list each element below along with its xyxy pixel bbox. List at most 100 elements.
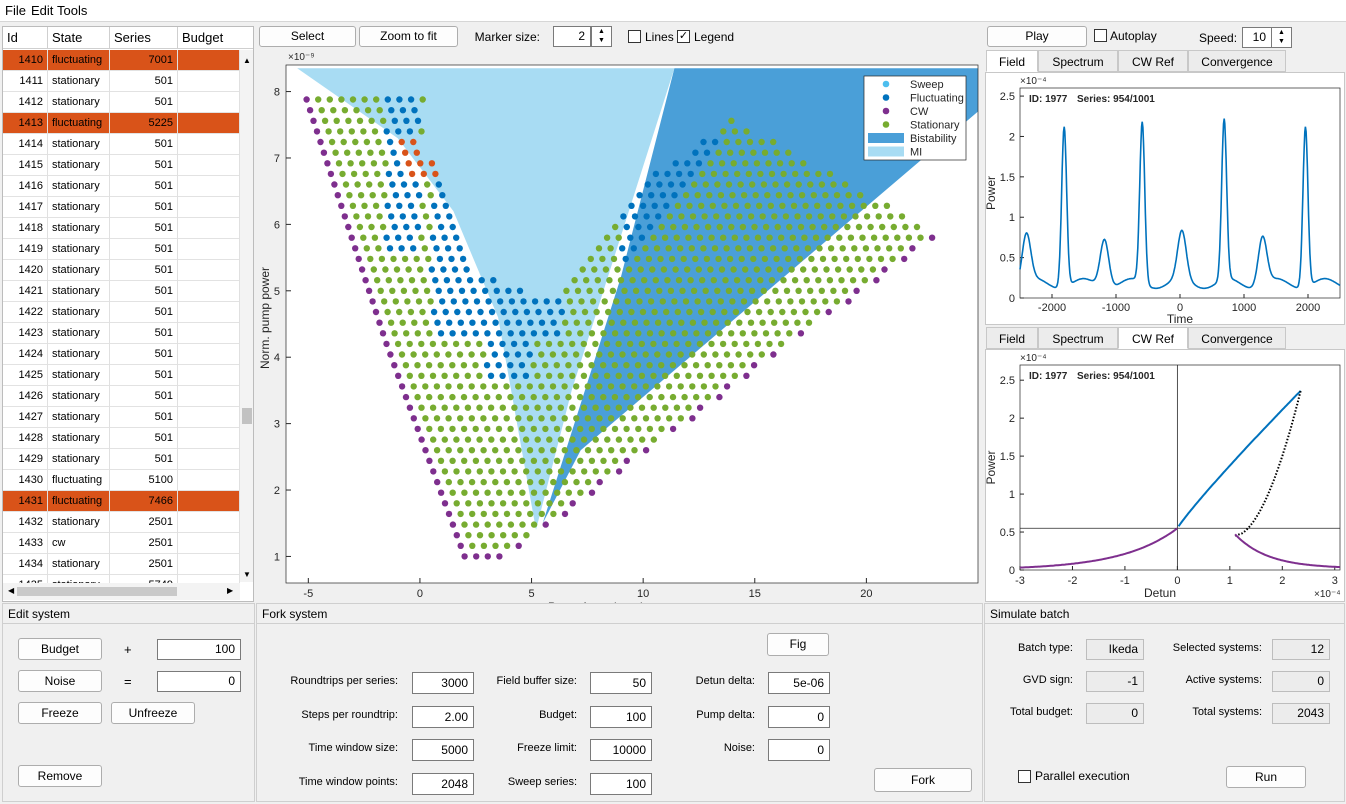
cw-point[interactable] [306,107,314,114]
fluctuating-point[interactable] [516,287,524,294]
stationary-point[interactable] [464,436,472,443]
stationary-point[interactable] [782,319,789,326]
stationary-point[interactable] [604,436,611,443]
stationary-point[interactable] [677,245,684,252]
stationary-point[interactable] [629,277,636,284]
stationary-point[interactable] [472,489,480,496]
stationary-point[interactable] [866,255,873,263]
stationary-point[interactable] [515,383,522,390]
stationary-point[interactable] [826,277,834,284]
fluctuating-point[interactable] [403,223,410,231]
stationary-point[interactable] [736,213,743,220]
stationary-point[interactable] [841,181,849,188]
stationary-point[interactable] [736,319,743,326]
column-header-id[interactable]: Id [3,27,48,49]
stationary-point[interactable] [377,287,384,294]
fluctuating-point[interactable] [542,330,549,337]
fluctuating-point[interactable] [437,223,445,231]
stationary-point[interactable] [765,266,772,273]
stationary-point[interactable] [538,415,545,422]
stationary-point[interactable] [700,383,708,390]
stationary-point[interactable] [805,319,813,326]
cw-point[interactable] [623,457,630,464]
fluctuating-point[interactable] [454,308,461,316]
stationary-point[interactable] [557,436,565,443]
fluctuating-point[interactable] [429,234,437,241]
stationary-point[interactable] [813,308,821,316]
cw-point[interactable] [324,160,331,167]
stationary-point[interactable] [425,255,432,263]
stationary-point[interactable] [445,447,452,454]
stationary-point[interactable] [318,107,325,114]
stationary-point[interactable] [826,170,834,178]
stationary-point[interactable] [897,245,904,252]
fork-field-input[interactable]: 3000 [412,672,474,694]
stationary-point[interactable] [375,245,382,252]
stationary-point[interactable] [580,340,587,348]
fluctuating-point[interactable] [458,287,466,294]
stationary-point[interactable] [894,234,901,241]
stationary-point[interactable] [492,510,499,518]
stationary-point[interactable] [752,298,759,305]
stationary-point[interactable] [561,478,569,486]
stationary-point[interactable] [581,308,589,316]
stationary-point[interactable] [669,362,677,369]
fluctuating-point[interactable] [386,138,394,146]
column-header-series[interactable]: Series [110,27,178,49]
stationary-point[interactable] [571,277,578,284]
stationary-point[interactable] [829,213,836,220]
stationary-point[interactable] [578,298,585,305]
stationary-point[interactable] [588,393,595,401]
stationary-point[interactable] [476,404,483,411]
fluctuating-point[interactable] [628,202,635,209]
stationary-point[interactable] [615,372,622,379]
zoom-to-fit-button[interactable]: Zoom to fit [359,26,458,47]
fluctuating-point[interactable] [638,234,646,241]
stationary-point[interactable] [522,404,530,411]
stationary-point[interactable] [600,393,607,401]
stationary-point[interactable] [658,223,665,231]
stationary-point[interactable] [695,266,702,273]
stationary-point[interactable] [855,223,863,231]
stationary-point[interactable] [577,457,584,464]
fluctuating-point[interactable] [399,213,406,220]
stationary-point[interactable] [433,383,441,390]
table-row[interactable]: 1425 stationary 501 [3,365,240,386]
stationary-point[interactable] [776,160,784,167]
stationary-point[interactable] [449,425,456,433]
stationary-point[interactable] [754,340,762,348]
fluctuating-point[interactable] [485,298,492,305]
stationary-point[interactable] [869,266,877,273]
fluctuating-point[interactable] [431,202,438,209]
cw-point[interactable] [362,277,369,284]
stationary-point[interactable] [423,287,431,294]
selected-point[interactable] [405,160,412,167]
stationary-point[interactable] [565,393,572,401]
stationary-point[interactable] [729,192,736,199]
fork-field-input[interactable]: 5000 [412,739,474,761]
stationary-point[interactable] [534,340,541,348]
stationary-point[interactable] [761,149,769,156]
column-header-state[interactable]: State [48,27,110,49]
stationary-point[interactable] [598,287,605,294]
stationary-point[interactable] [515,510,522,518]
spinner-down-icon[interactable]: ▼ [598,37,605,44]
stationary-point[interactable] [696,372,704,379]
stationary-point[interactable] [735,138,742,146]
stationary-point[interactable] [639,308,647,316]
fluctuating-point[interactable] [503,351,510,358]
cw-point[interactable] [515,542,522,549]
fork-field-input[interactable]: 5e-06 [768,672,830,694]
stationary-point[interactable] [484,521,491,528]
stationary-point[interactable] [370,266,377,273]
stationary-point[interactable] [588,330,596,337]
table-row[interactable]: 1414 stationary 501 [3,134,240,155]
stationary-point[interactable] [738,255,745,263]
stationary-point[interactable] [588,457,596,464]
stationary-point[interactable] [616,308,623,316]
fluctuating-point[interactable] [411,213,418,220]
fluctuating-point[interactable] [442,308,449,316]
stationary-point[interactable] [710,277,717,284]
table-row[interactable]: 1417 stationary 501 [3,197,240,218]
stationary-point[interactable] [534,404,541,411]
